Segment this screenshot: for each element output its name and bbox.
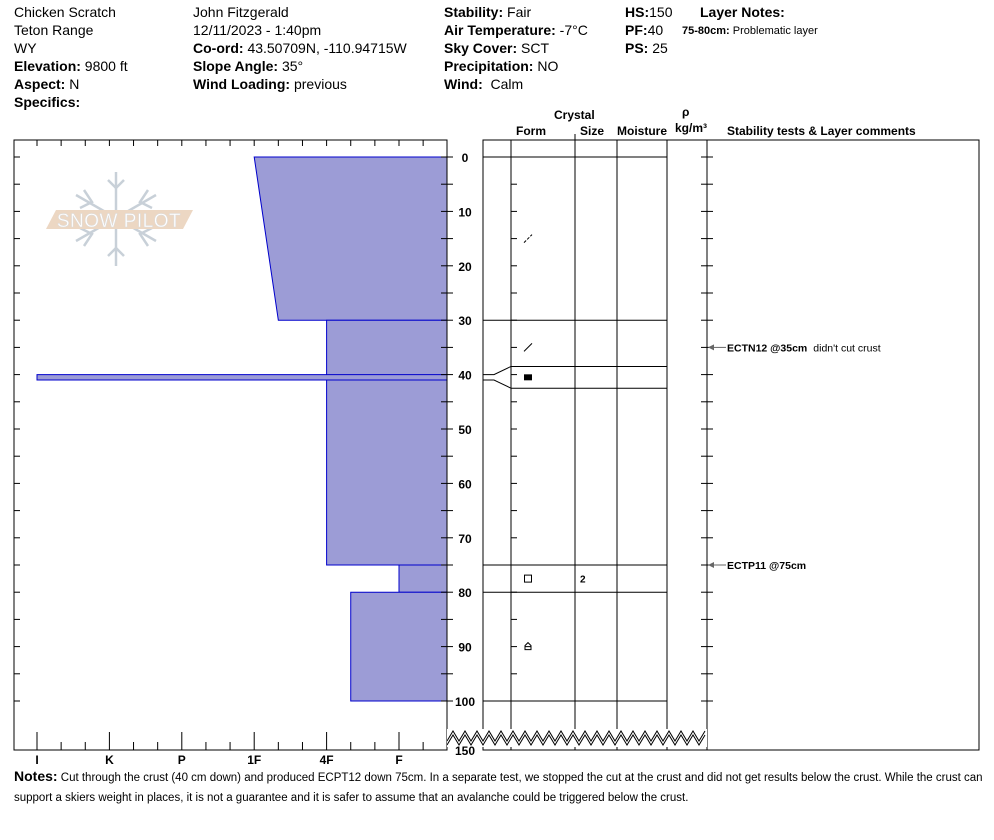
- density-unit: kg/m³: [675, 121, 708, 135]
- wind-loading: Wind Loading: previous: [193, 76, 347, 92]
- hardness-layer-2: [36, 374, 448, 381]
- size-header: Size: [580, 124, 605, 138]
- stability-test: ECTP11 @75cm: [727, 560, 806, 572]
- notes-text: Cut through the crust (40 cm down) and p…: [14, 772, 983, 804]
- density-symbol: ρ: [682, 105, 690, 119]
- range: Teton Range: [14, 22, 94, 38]
- depth-hoar-icon: [524, 641, 532, 651]
- air-temperature: Air Temperature: -7°C: [444, 22, 588, 38]
- hardness-layer-4: [350, 591, 448, 702]
- notes: Notes: Cut through the crust (40 cm down…: [14, 768, 983, 804]
- depth-label-0: 0: [462, 151, 469, 165]
- state: WY: [14, 40, 37, 56]
- elevation: Elevation: 9800 ft: [14, 58, 128, 74]
- moisture-header: Moisture: [617, 124, 668, 138]
- hardness-layer-3: [398, 564, 448, 593]
- observer: John Fitzgerald: [193, 4, 289, 20]
- hs: HS:150: [625, 4, 673, 20]
- depth-label-80: 80: [458, 586, 472, 600]
- location: Chicken Scratch: [14, 4, 116, 20]
- specifics: Specifics:: [14, 94, 81, 110]
- depth-label-90: 90: [458, 641, 472, 655]
- hardness-label-I: I: [35, 753, 38, 767]
- depth-label-60: 60: [458, 477, 472, 491]
- depth-label-150: 150: [455, 744, 475, 758]
- layer-notes-label: Layer Notes:: [700, 4, 785, 20]
- layer-connector: [483, 379, 512, 389]
- decomposing-fragments-icon: [523, 234, 533, 243]
- stability: Stability: Fair: [444, 4, 532, 20]
- hardness-label-4F: 4F: [320, 753, 334, 767]
- wind: Wind: Calm: [444, 76, 524, 92]
- hardness-layer-0: [253, 156, 448, 321]
- comments-header: Stability tests & Layer comments: [727, 124, 916, 138]
- layer-connector: [483, 365, 512, 376]
- depth-label-40: 40: [458, 369, 472, 383]
- datetime: 12/11/2023 - 1:40pm: [193, 22, 322, 38]
- table-frame: [482, 139, 980, 751]
- slope-angle: Slope Angle: 35°: [193, 58, 304, 74]
- logo-text: SNOW PILOT: [57, 211, 181, 232]
- hardness-label-1F: 1F: [247, 753, 261, 767]
- depth-label-10: 10: [458, 205, 472, 219]
- hardness-layer-1: [326, 319, 448, 566]
- test-result: ECTN12 @35cm: [727, 342, 807, 354]
- aspect: Aspect: N: [14, 76, 80, 92]
- depth-label-70: 70: [458, 532, 472, 546]
- layer-note: 75-80cm: Problematic layer: [682, 25, 818, 37]
- depth-break-icon: [446, 730, 706, 742]
- test-arrow-icon: [708, 344, 714, 351]
- precipitation: Precipitation: NO: [444, 58, 559, 74]
- decomposing-fragments-icon: [523, 343, 533, 352]
- test-arrow-icon: [708, 562, 714, 568]
- stability-test: ECTN12 @35cm didn't cut crust: [727, 342, 881, 354]
- coordinates: Co-ord: 43.50709N, -110.94715W: [193, 40, 407, 56]
- hardness-label-P: P: [178, 753, 186, 767]
- depth-label-30: 30: [458, 314, 472, 328]
- snowpilot-logo: SNOW PILOT: [46, 172, 193, 266]
- pf: PF:40: [625, 22, 664, 38]
- depth-label-100: 100: [455, 695, 475, 709]
- melt-freeze-crust-icon: [524, 374, 532, 381]
- test-result: ECTP11 @75cm: [727, 560, 806, 572]
- sky-cover: Sky Cover: SCT: [444, 40, 550, 56]
- test-comment: didn't cut crust: [813, 342, 880, 354]
- depth-break-icon: [446, 734, 706, 746]
- faceted-crystals-icon: [524, 574, 532, 583]
- depth-label-50: 50: [458, 423, 472, 437]
- crystal-header: Crystal: [554, 108, 595, 122]
- crystal-size: 2: [580, 575, 586, 586]
- form-header: Form: [516, 124, 546, 138]
- hardness-label-F: F: [395, 753, 402, 767]
- hardness-label-K: K: [105, 753, 114, 767]
- depth-label-20: 20: [458, 260, 472, 274]
- ps: PS: 25: [625, 40, 668, 56]
